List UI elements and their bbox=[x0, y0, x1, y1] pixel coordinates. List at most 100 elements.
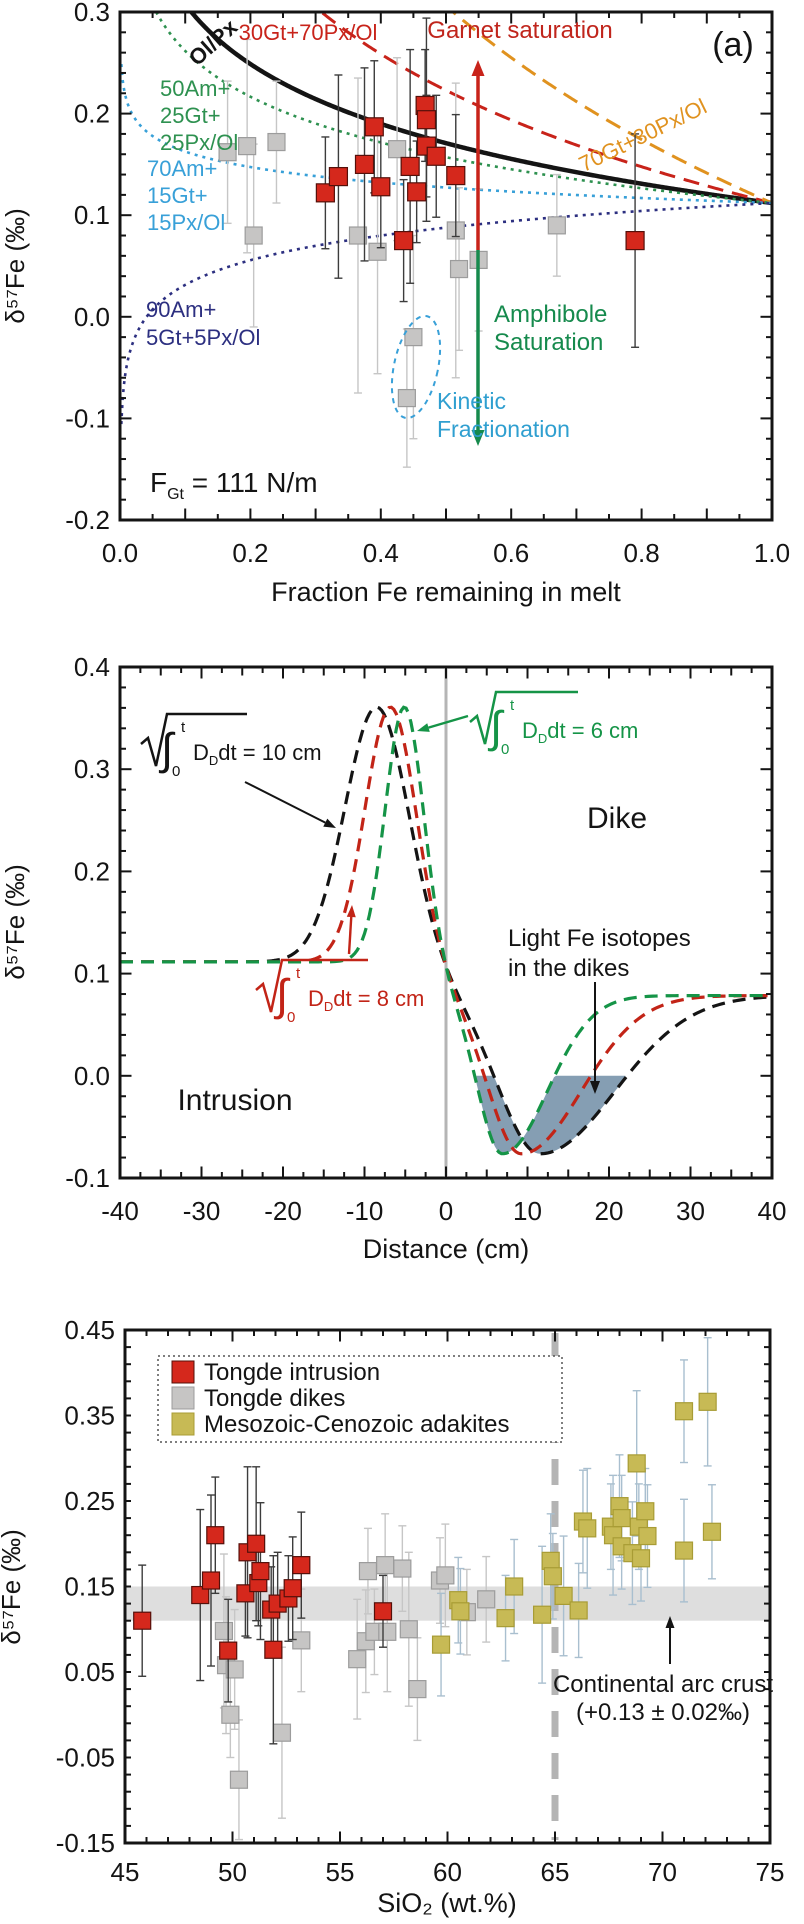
data-point bbox=[238, 137, 257, 156]
data-point bbox=[532, 1605, 552, 1624]
90am-curve-label: 90Am+ bbox=[146, 297, 216, 322]
70am-curve-label: 15Px/Ol bbox=[147, 210, 225, 235]
model-curve-0 bbox=[189, 13, 771, 206]
fgt-note: FGt = 111 N/m bbox=[150, 467, 318, 503]
panel-a-label: (a) bbox=[712, 26, 754, 64]
x-tick-label: 0.0 bbox=[102, 538, 138, 568]
x-tick-label: -30 bbox=[183, 1196, 221, 1226]
legend-label: Tongde intrusion bbox=[204, 1359, 380, 1386]
data-point bbox=[404, 328, 423, 347]
sqrt-int-8cm-radical bbox=[255, 958, 368, 1013]
50am-curve-label: 25Px/Ol bbox=[160, 130, 238, 155]
data-point bbox=[426, 146, 446, 166]
sqrt-int-10cm-radical bbox=[140, 712, 247, 767]
90am-curve-label: 5Gt+5Px/Ol bbox=[146, 325, 260, 350]
sqrt-int-6cm-body: DDdt = 6 cm bbox=[522, 718, 638, 746]
data-point bbox=[225, 1660, 244, 1679]
50am-curve-label: 25Gt+ bbox=[160, 103, 221, 128]
data-point bbox=[446, 165, 466, 186]
y-tick-label: 0.15 bbox=[64, 1572, 115, 1602]
y-tick-label: 0.2 bbox=[74, 99, 110, 129]
data-point bbox=[388, 140, 407, 159]
data-point bbox=[569, 1601, 588, 1620]
data-point bbox=[191, 1585, 210, 1605]
data-point bbox=[397, 388, 416, 408]
y-tick-label: -0.1 bbox=[65, 1163, 110, 1193]
data-point bbox=[407, 182, 427, 202]
sqrt-int-10cm-integral: ∫ bbox=[158, 725, 176, 774]
x-tick-label: 0.4 bbox=[363, 538, 399, 568]
x-tick-label: 70 bbox=[648, 1857, 677, 1887]
data-point bbox=[543, 1567, 562, 1586]
panel-a-axes: 0.0 0.2 0.4 0.6 0.8 1.0 0.3 0.2 0.1 0.0 -0.1 -0.2 bbox=[65, 0, 790, 568]
x-tick-label: 30 bbox=[676, 1196, 705, 1226]
data-point bbox=[631, 1549, 651, 1568]
data-point bbox=[674, 1402, 694, 1421]
data-point bbox=[358, 1562, 378, 1581]
data-point bbox=[627, 1454, 646, 1473]
data-point bbox=[399, 1620, 418, 1639]
data-point bbox=[394, 231, 414, 251]
x-tick-label: 0.8 bbox=[624, 538, 660, 568]
x-tick-label: 0.2 bbox=[232, 538, 268, 568]
data-point bbox=[408, 1679, 427, 1699]
data-point bbox=[218, 143, 237, 162]
panel-c-yaxis-title: δ⁵⁷Fe (‰) bbox=[0, 1529, 26, 1645]
data-point bbox=[547, 216, 566, 235]
data-point bbox=[436, 1566, 455, 1585]
y-tick-label: -0.05 bbox=[56, 1743, 115, 1773]
data-point bbox=[371, 177, 391, 197]
series-points-tongde-intrusion bbox=[315, 95, 645, 251]
panel-a-curves bbox=[121, 13, 771, 425]
x-tick-label: 40 bbox=[758, 1196, 787, 1226]
y-tick-label: 0.1 bbox=[74, 959, 110, 989]
legend-label: Mesozoic-Cenozoic adakites bbox=[204, 1411, 509, 1438]
series-points-mesozoic-cenozoic-adakites bbox=[431, 1392, 722, 1654]
data-point bbox=[373, 1602, 393, 1621]
panel-b-xaxis-title: Distance (cm) bbox=[363, 1234, 530, 1264]
data-point bbox=[229, 1770, 249, 1789]
chart-render-root: 0.0 0.2 0.4 0.6 0.8 1.0 0.3 0.2 0.1 0.0 -0.1 -0.2 Ol… bbox=[56, 0, 790, 1887]
panel-b-annotations: ∫ t 0 DDdt = 10 cm ∫ t 0 DDdt = 8 cm ∫ t 0 DDdt = 6… bbox=[140, 690, 691, 1117]
data-point bbox=[133, 1611, 152, 1630]
data-point bbox=[214, 1621, 233, 1641]
data-point bbox=[221, 1705, 240, 1724]
continental-arc-crust-band bbox=[126, 1586, 769, 1621]
data-point bbox=[636, 1502, 655, 1521]
sqrt-int-6cm-radical bbox=[469, 690, 578, 745]
x-tick-label: 0 bbox=[439, 1196, 453, 1226]
intrusion-region-label: Intrusion bbox=[177, 1084, 292, 1117]
y-tick-label: -0.15 bbox=[56, 1828, 115, 1858]
legend-swatch bbox=[171, 1360, 195, 1384]
series-points-tongde-intrusion bbox=[133, 1526, 393, 1660]
sqrt-int-10cm-lower: 0 bbox=[172, 763, 180, 780]
panel-a: 0.0 0.2 0.4 0.6 0.8 1.0 0.3 0.2 0.1 0.0 -0.1 -0.2 Ol… bbox=[65, 0, 790, 568]
data-point bbox=[638, 1526, 657, 1546]
data-point bbox=[496, 1609, 515, 1628]
y-tick-label: 0.3 bbox=[74, 754, 110, 784]
x-tick-label: 45 bbox=[111, 1857, 140, 1887]
diffusion-curve-6cm bbox=[121, 705, 771, 1156]
model-curve-1 bbox=[320, 13, 771, 205]
sqrt-int-6cm-lower: 0 bbox=[501, 741, 509, 758]
legend-swatch bbox=[171, 1412, 195, 1436]
x-tick-label: 1.0 bbox=[754, 538, 790, 568]
data-point bbox=[702, 1522, 722, 1541]
panel-c-annotations: Continental arc crust(+0.13 ± 0.02‰) bbox=[553, 1616, 773, 1726]
legend-label: Tongde dikes bbox=[204, 1385, 345, 1412]
garnet-saturation-label: Garnet saturation bbox=[427, 17, 612, 44]
olpx-curve-label: Ol/Px bbox=[184, 14, 243, 71]
amphibole-saturation-label: Amphibole bbox=[494, 301, 607, 328]
continental-arc-crust-label: Continental arc crust bbox=[553, 1671, 773, 1698]
x-tick-label: -20 bbox=[264, 1196, 302, 1226]
data-point bbox=[267, 132, 286, 152]
data-point bbox=[416, 110, 437, 130]
data-point bbox=[376, 1556, 395, 1575]
70gt30px-curve-label: 70Gt+30Px/Ol bbox=[575, 94, 711, 177]
panel-c-xaxis-title: SiO₂ (wt.%) bbox=[377, 1888, 516, 1918]
kinetic-fractionation-ellipse bbox=[390, 314, 442, 420]
